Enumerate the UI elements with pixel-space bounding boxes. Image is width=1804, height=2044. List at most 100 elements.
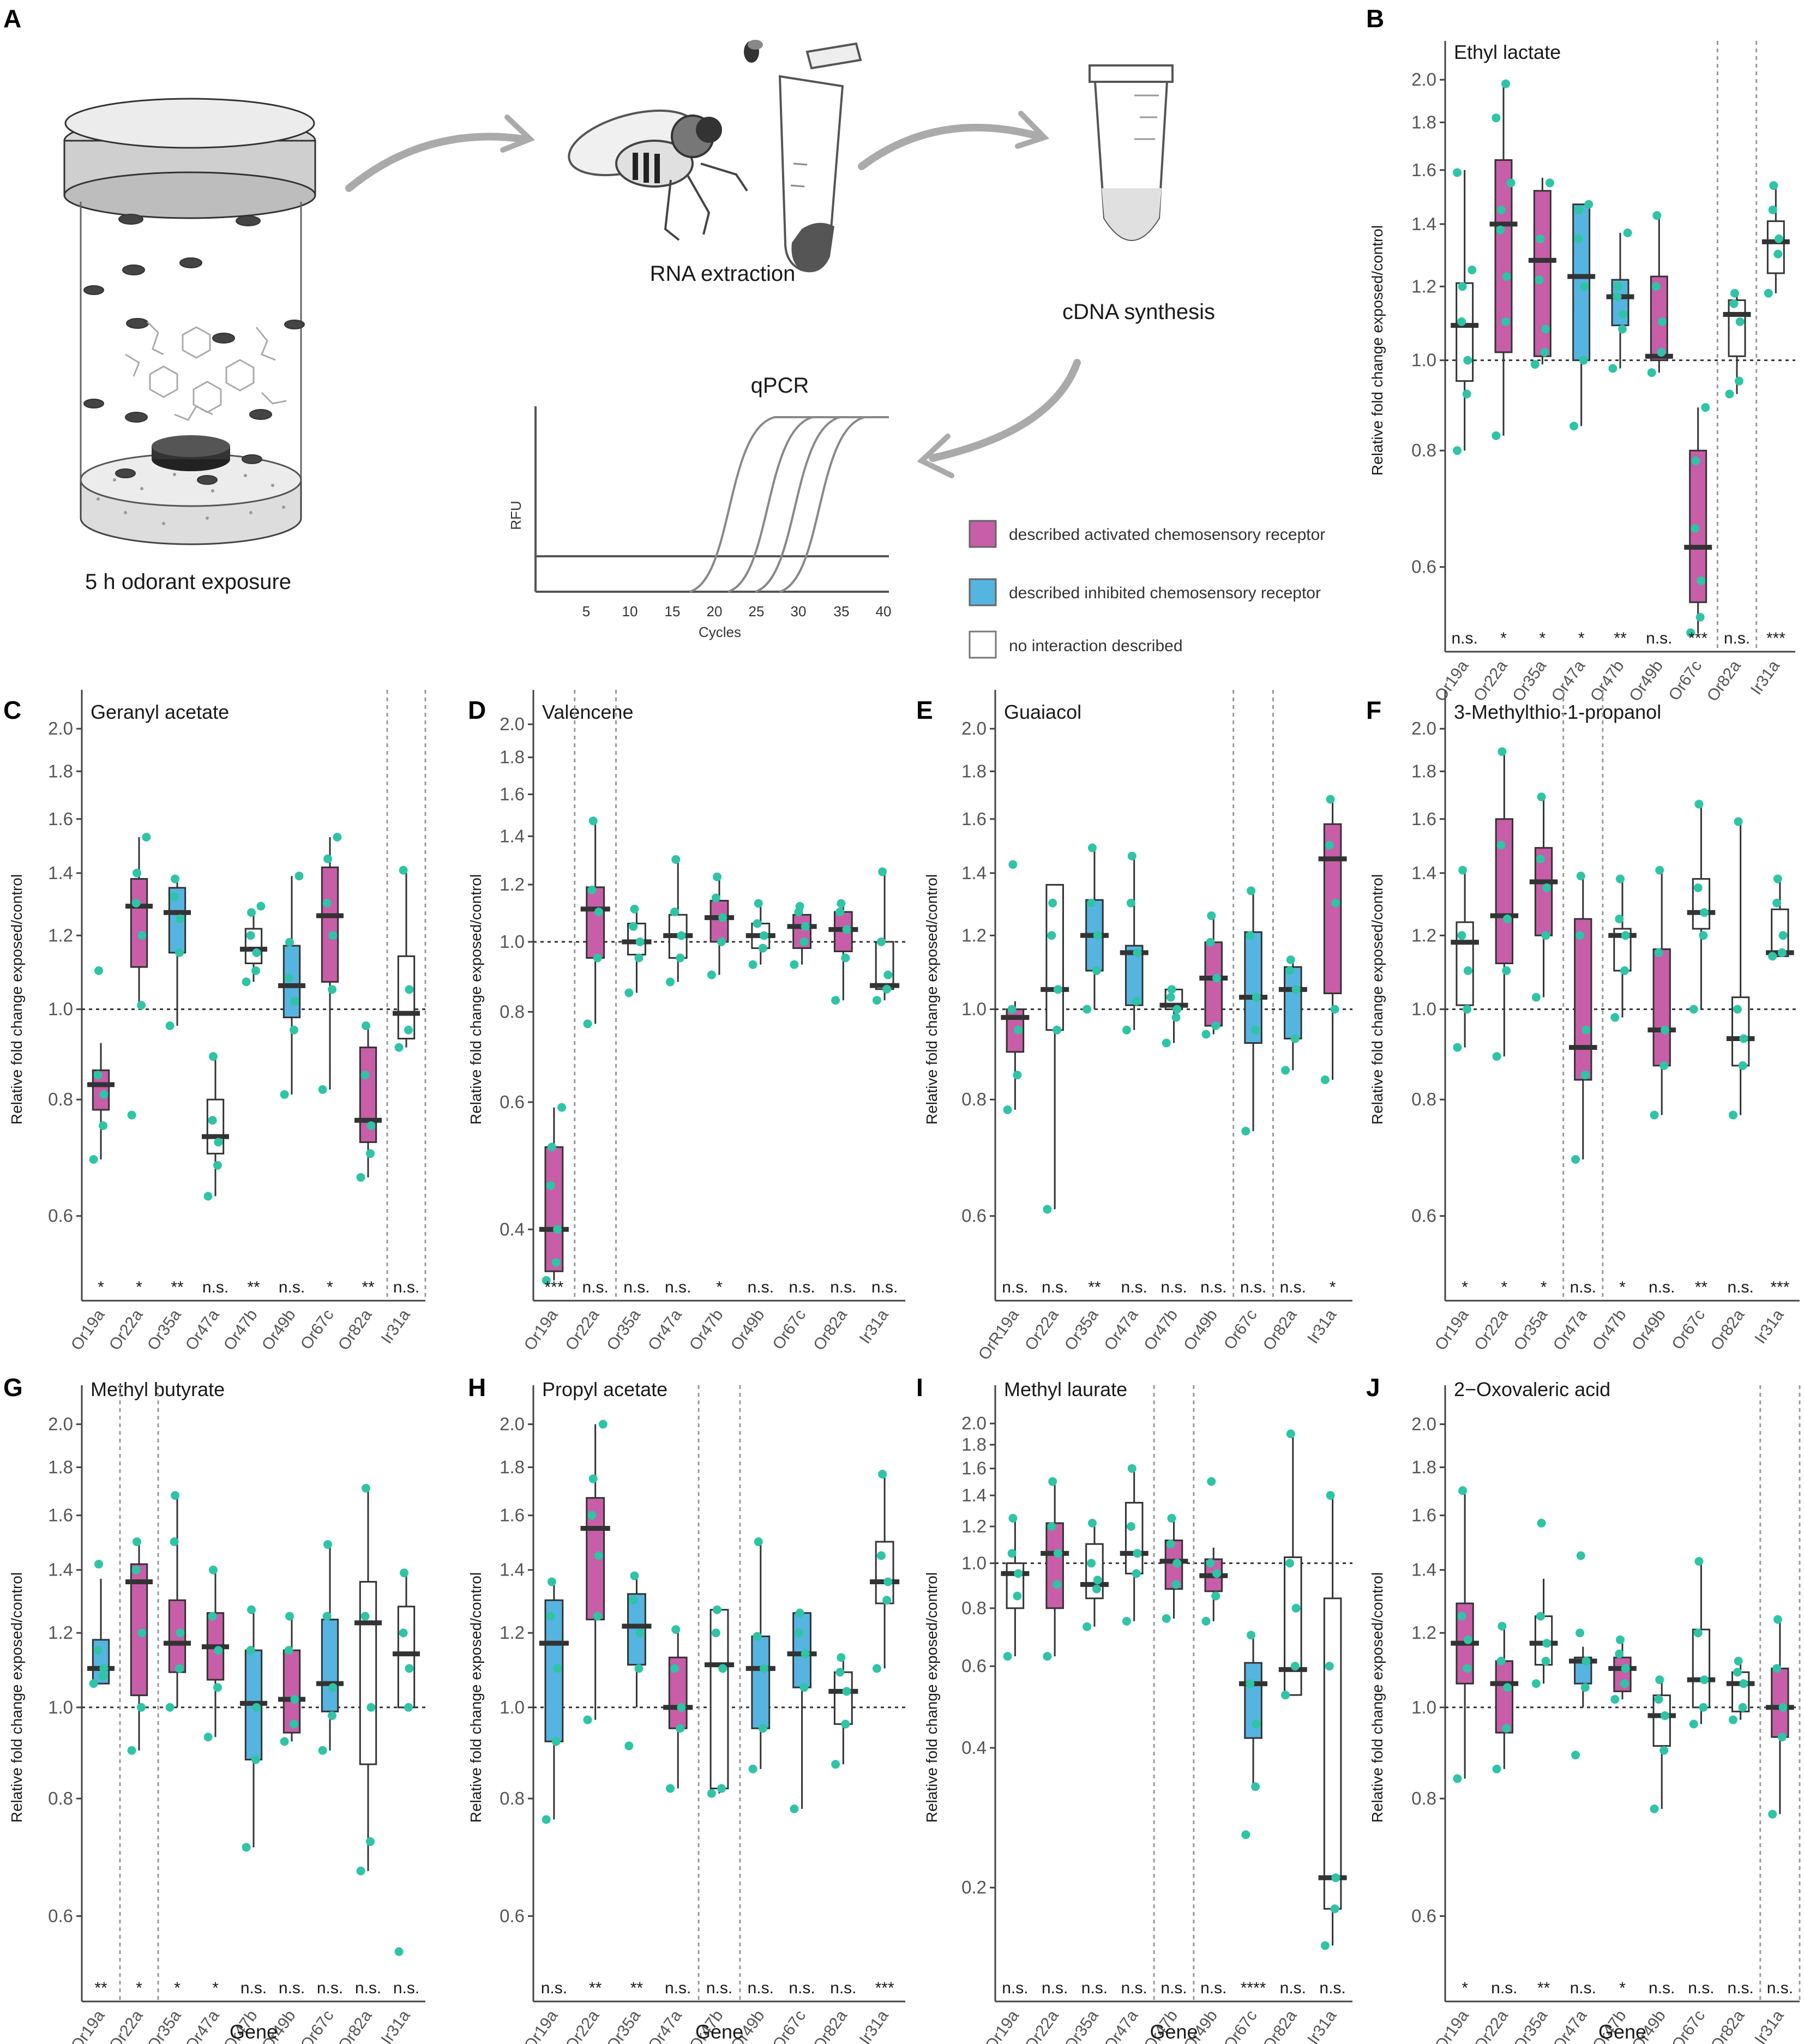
data-point — [1654, 948, 1663, 957]
data-point — [1496, 225, 1505, 235]
significance-label: n.s. — [1121, 1979, 1147, 1997]
data-point — [1286, 955, 1295, 964]
data-point — [290, 996, 299, 1006]
data-point — [1725, 389, 1734, 399]
data-point — [593, 953, 602, 963]
box-body — [1456, 282, 1474, 382]
y-tick-label: 0.6 — [48, 1905, 73, 1926]
box-body — [544, 1146, 564, 1272]
data-point — [1457, 317, 1466, 326]
data-point — [594, 1551, 603, 1560]
chart-title: Methyl butyrate — [91, 1378, 225, 1400]
box-body — [792, 1612, 811, 1688]
chart-title: Methyl laurate — [1004, 1378, 1127, 1400]
box-or35a — [1080, 1518, 1109, 1631]
box-or49b — [1647, 865, 1676, 1120]
data-point — [1463, 1005, 1472, 1014]
data-point — [1503, 915, 1512, 924]
data-point — [1126, 898, 1135, 907]
data-point — [546, 1181, 555, 1190]
box-or49b — [278, 871, 305, 1099]
data-point — [1695, 612, 1705, 622]
data-point — [634, 953, 644, 963]
significance-label: ** — [630, 1979, 644, 1997]
data-point — [94, 1560, 103, 1569]
box-or47a — [1120, 1464, 1148, 1626]
data-point — [1506, 178, 1516, 188]
data-point — [1730, 288, 1739, 298]
data-point — [280, 1090, 289, 1099]
data-point — [131, 1565, 141, 1574]
data-point — [1453, 446, 1462, 455]
box-body — [1125, 1501, 1144, 1574]
data-point — [1660, 1711, 1669, 1720]
significance-label: n.s. — [1160, 1979, 1187, 1997]
significance-label: n.s. — [871, 1278, 898, 1296]
significance-label: n.s. — [1451, 629, 1477, 647]
data-point — [1093, 931, 1102, 940]
data-point — [1093, 1576, 1102, 1585]
data-point — [1501, 317, 1510, 326]
y-tick-label: 2.0 — [1411, 1414, 1436, 1434]
data-point — [1320, 1941, 1330, 1950]
y-tick-label: 2.0 — [48, 718, 73, 738]
data-point — [247, 1605, 256, 1614]
workflow-arrow-icons — [345, 111, 1081, 478]
y-tick-label: 1.0 — [500, 931, 525, 952]
significance-label: ** — [171, 1278, 184, 1296]
y-tick-label: 0.8 — [1411, 440, 1436, 460]
box-or82a — [354, 1483, 382, 1875]
y-tick-label: 1.8 — [48, 1457, 73, 1477]
data-point — [1326, 1491, 1335, 1500]
box-or47a — [1120, 851, 1148, 1035]
legend-label-inhibited: described inhibited chemosensory recepto… — [1009, 584, 1321, 602]
data-point — [290, 1025, 298, 1035]
y-tick-label: 1.2 — [1411, 1622, 1436, 1643]
y-tick-label: 1.0 — [1411, 350, 1436, 370]
data-point — [1003, 1105, 1012, 1114]
box-or49b — [1645, 211, 1673, 377]
data-point — [404, 1025, 413, 1035]
y-tick-label: 1.4 — [1411, 863, 1436, 883]
box-or82a — [1278, 955, 1307, 1075]
data-point — [1132, 1569, 1141, 1578]
data-point — [1768, 1809, 1777, 1819]
data-point — [1503, 1683, 1512, 1692]
data-point — [1008, 1513, 1018, 1523]
box-ir31a — [393, 865, 420, 1052]
data-point — [553, 1225, 562, 1234]
data-point — [214, 1138, 223, 1147]
data-point — [842, 925, 851, 934]
data-point — [1087, 898, 1096, 907]
data-point — [1162, 1038, 1171, 1048]
data-point — [1769, 181, 1778, 190]
significance-label: n.s. — [355, 1979, 381, 1997]
data-point — [795, 901, 804, 911]
data-point — [758, 1724, 767, 1733]
data-point — [758, 943, 767, 953]
data-point — [1211, 1021, 1220, 1030]
data-point — [1053, 1580, 1062, 1589]
significance-label: ** — [247, 1278, 260, 1296]
legend-label-none: no interaction described — [1009, 637, 1183, 655]
data-point — [1542, 1639, 1552, 1648]
significance-label: n.s. — [1767, 1979, 1793, 1997]
panel-label: H — [468, 1373, 486, 1402]
data-point — [542, 1815, 551, 1824]
data-point — [1127, 851, 1136, 861]
data-point — [99, 1090, 109, 1099]
data-point — [1686, 628, 1695, 638]
box-or19a — [1001, 1513, 1030, 1661]
data-point — [670, 1664, 679, 1673]
data-point — [323, 854, 332, 863]
data-point — [1453, 168, 1462, 177]
significance-label: * — [136, 1278, 142, 1296]
data-point — [252, 1703, 261, 1712]
data-point — [360, 1612, 370, 1621]
cycles-label: Cycles — [699, 624, 741, 640]
data-point — [713, 872, 721, 881]
box-or35a — [1529, 792, 1558, 1002]
data-point — [405, 1664, 414, 1673]
box-or82a — [828, 899, 858, 1005]
data-point — [670, 907, 679, 917]
